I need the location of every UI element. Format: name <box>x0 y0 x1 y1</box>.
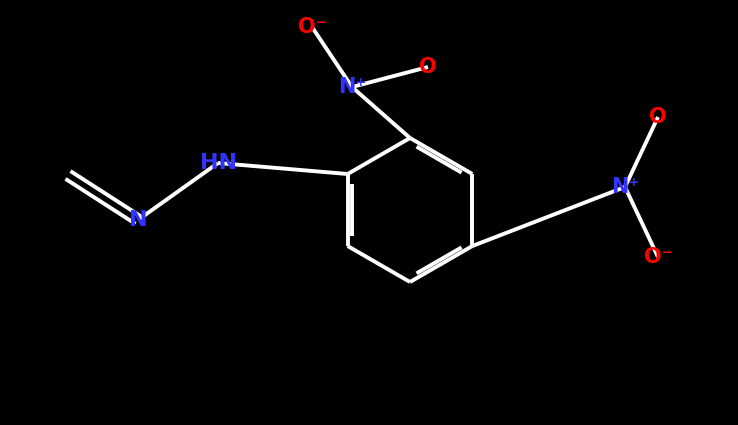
Text: O⁻: O⁻ <box>644 247 672 267</box>
Text: O⁻: O⁻ <box>297 17 326 37</box>
Text: N⁺: N⁺ <box>338 77 366 97</box>
Text: HN: HN <box>199 153 236 173</box>
Text: O: O <box>419 57 437 77</box>
Text: N: N <box>128 210 148 230</box>
Text: O: O <box>649 107 667 127</box>
Text: N⁺: N⁺ <box>611 177 639 197</box>
